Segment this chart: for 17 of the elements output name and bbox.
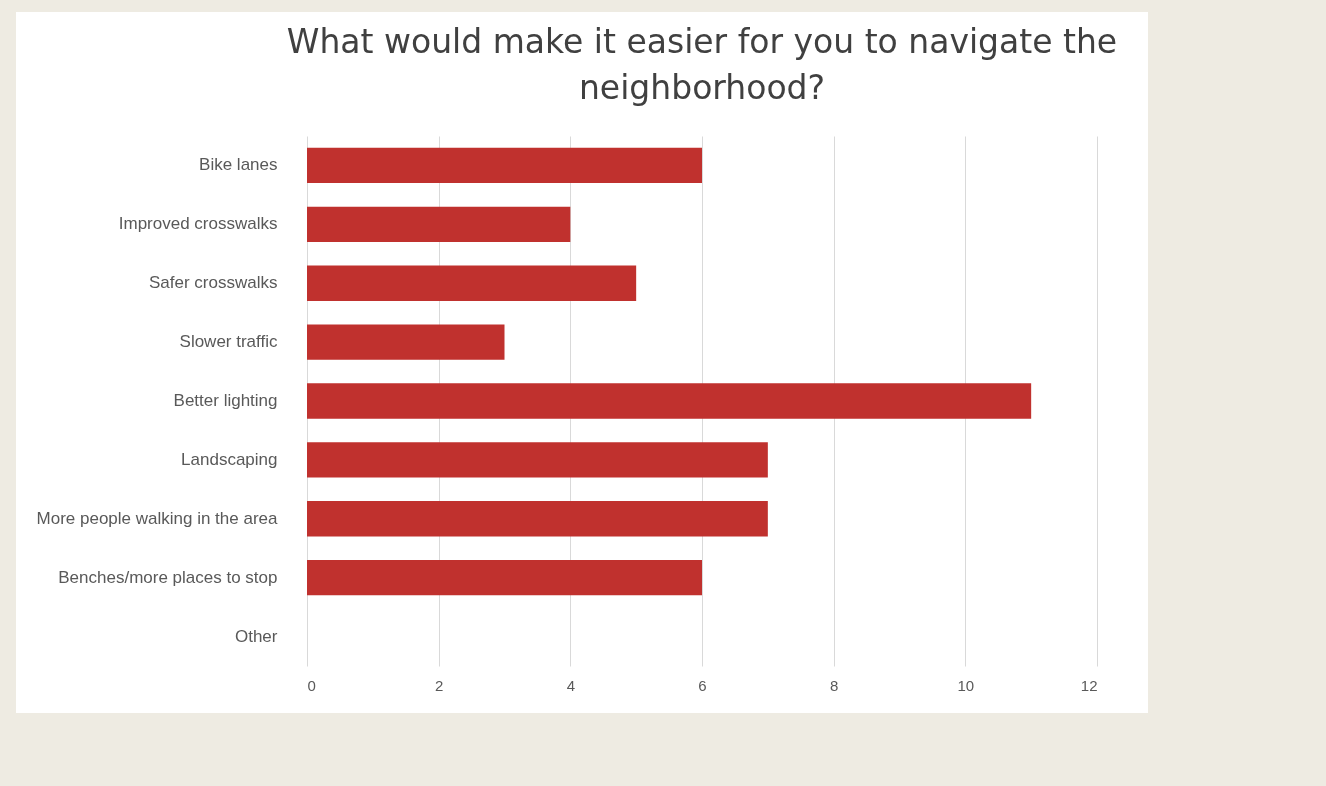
y-tick-label: Slower traffic [179,332,278,352]
y-tick-label: Safer crosswalks [149,273,278,293]
x-tick-label: 0 [307,676,316,694]
x-tick-label: 12 [1080,676,1098,694]
y-tick-label: Benches/more places to stop [58,567,278,587]
x-tick-label: 10 [957,676,975,694]
y-tick-label: Better lighting [173,391,278,410]
x-tick-label: 2 [434,676,444,694]
y-tick-label: Improved crosswalks [118,214,278,234]
x-tick-label: 6 [698,676,707,694]
x-tick-label: 4 [566,676,576,694]
x-tick-label: 8 [829,676,839,694]
y-tick-label: Bike lanes [199,155,278,175]
y-tick-label: More people walking in the area [36,508,279,528]
y-tick-label: Landscaping [181,449,278,469]
chart-title: What would make it easier for you to navigate the neighborhood? [286,22,1118,107]
y-tick-label: Other [234,626,278,646]
